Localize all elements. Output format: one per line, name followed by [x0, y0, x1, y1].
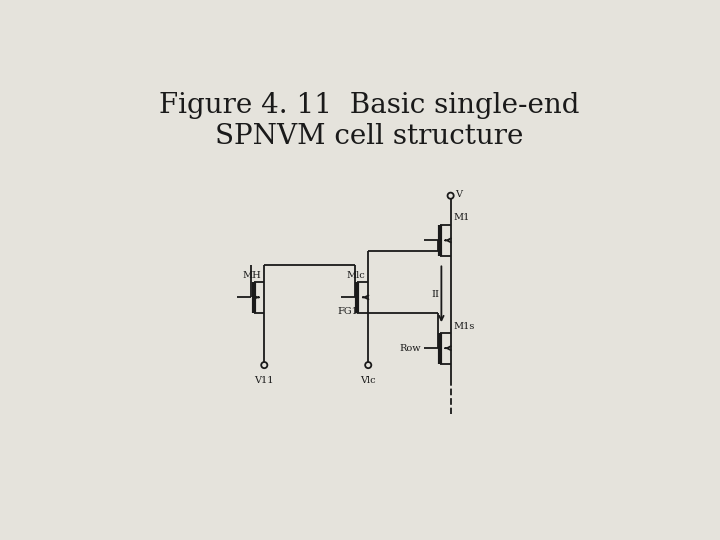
Text: Figure 4. 11  Basic single-end: Figure 4. 11 Basic single-end [158, 92, 580, 119]
Text: Mlc: Mlc [346, 272, 365, 280]
Text: II: II [431, 290, 439, 299]
Text: Row: Row [399, 343, 420, 353]
Text: SPNVM cell structure: SPNVM cell structure [215, 123, 523, 150]
Text: Vlc: Vlc [361, 376, 376, 385]
Text: M1s: M1s [454, 322, 475, 331]
Text: V: V [455, 190, 462, 199]
Text: V11: V11 [255, 376, 274, 385]
Text: M1: M1 [454, 213, 470, 222]
Text: MH: MH [243, 272, 261, 280]
Text: FG1: FG1 [338, 307, 359, 315]
